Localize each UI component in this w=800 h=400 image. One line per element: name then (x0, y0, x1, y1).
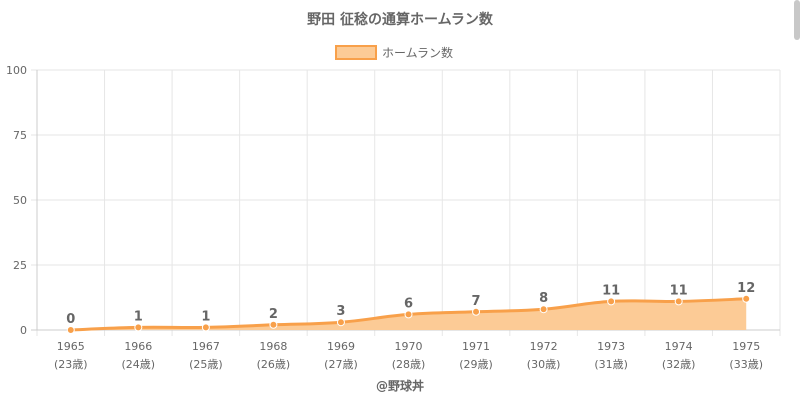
x-tick-sublabel: (32歳) (662, 358, 696, 371)
x-tick-label: 1972 (530, 340, 558, 353)
data-point (134, 323, 143, 332)
data-label: 2 (269, 307, 278, 322)
x-tick-sublabel: (28歳) (392, 358, 426, 371)
data-label: 11 (602, 283, 620, 298)
data-point (742, 294, 751, 303)
legend-swatch (335, 45, 377, 60)
x-tick-label: 1968 (259, 340, 287, 353)
x-tick-label: 1974 (665, 340, 693, 353)
data-point (472, 307, 481, 316)
data-point (269, 320, 278, 329)
x-tick-label: 1971 (462, 340, 490, 353)
data-label: 1 (201, 309, 210, 324)
x-tick-sublabel: (27歳) (324, 358, 358, 371)
x-tick-label: 1970 (395, 340, 423, 353)
y-tick-label: 50 (13, 194, 27, 207)
x-tick-label: 1975 (732, 340, 760, 353)
x-tick-label: 1965 (57, 340, 85, 353)
chart-title: 野田 征稔の通算ホームラン数 (307, 11, 494, 28)
data-label: 6 (404, 296, 413, 311)
data-point (404, 310, 413, 319)
x-tick-sublabel: (25歳) (189, 358, 223, 371)
data-label: 0 (66, 312, 75, 327)
data-label: 1 (134, 309, 143, 324)
y-tick-label: 0 (20, 324, 27, 337)
data-point (539, 305, 548, 314)
x-tick-sublabel: (30歳) (527, 358, 561, 371)
data-point (201, 323, 210, 332)
footer-credit: @野球丼 (376, 378, 424, 393)
scrollbar[interactable] (794, 0, 800, 40)
data-point (674, 297, 683, 306)
legend-label: ホームラン数 (382, 45, 453, 60)
x-tick-sublabel: (26歳) (257, 358, 291, 371)
data-label: 3 (336, 304, 345, 319)
data-point (66, 326, 75, 334)
data-label: 12 (737, 281, 755, 296)
x-tick-sublabel: (33歳) (729, 358, 763, 371)
x-tick-sublabel: (31歳) (594, 358, 628, 371)
y-tick-label: 100 (6, 64, 27, 77)
y-tick-label: 75 (13, 129, 27, 142)
x-tick-sublabel: (24歳) (122, 358, 156, 371)
x-tick-label: 1967 (192, 340, 220, 353)
data-point (607, 297, 616, 306)
x-tick-label: 1973 (597, 340, 625, 353)
data-label: 11 (670, 283, 688, 298)
x-tick-label: 1969 (327, 340, 355, 353)
x-tick-sublabel: (23歳) (54, 358, 88, 371)
data-label: 8 (539, 291, 548, 306)
x-tick-sublabel: (29歳) (459, 358, 493, 371)
x-tick-label: 1966 (124, 340, 152, 353)
data-label: 7 (472, 294, 481, 309)
y-tick-label: 25 (13, 259, 27, 272)
data-point (336, 318, 345, 327)
